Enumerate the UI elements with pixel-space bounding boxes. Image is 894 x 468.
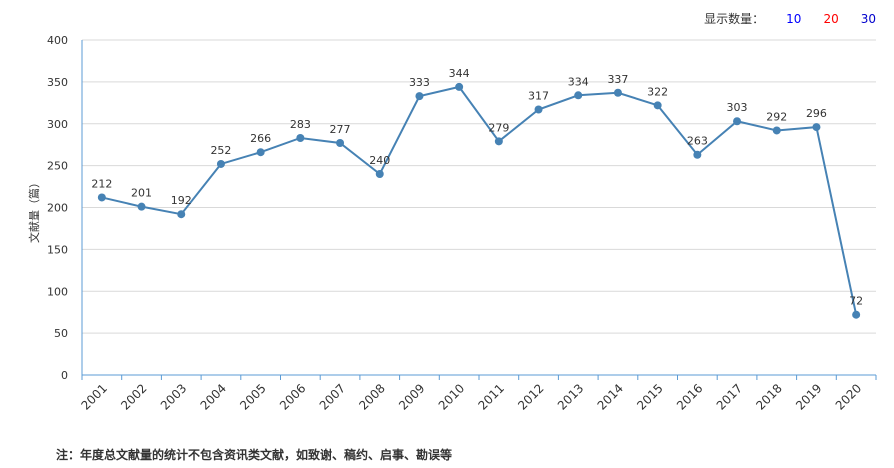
x-tick-label: 2005 bbox=[237, 381, 268, 412]
data-point[interactable] bbox=[177, 210, 186, 219]
data-label: 252 bbox=[210, 144, 231, 157]
data-label: 212 bbox=[91, 177, 112, 190]
x-tick-label: 2020 bbox=[833, 381, 864, 412]
display-count-selector: 显示数量： 10 20 30 bbox=[704, 10, 876, 27]
data-point[interactable] bbox=[772, 126, 781, 135]
data-point[interactable] bbox=[812, 123, 821, 132]
data-label: 283 bbox=[290, 118, 311, 131]
data-label: 240 bbox=[369, 154, 390, 167]
data-point[interactable] bbox=[613, 88, 622, 97]
data-label: 277 bbox=[330, 123, 351, 136]
x-tick-label: 2002 bbox=[118, 381, 149, 412]
data-label: 201 bbox=[131, 187, 152, 200]
data-point[interactable] bbox=[653, 101, 662, 110]
x-tick-label: 2004 bbox=[198, 381, 229, 412]
x-tick-label: 2006 bbox=[277, 381, 308, 412]
data-label: 303 bbox=[727, 101, 748, 114]
series-polyline bbox=[101, 85, 858, 315]
data-point[interactable] bbox=[375, 170, 384, 178]
x-tick-label: 2007 bbox=[317, 381, 348, 412]
y-tick-label: 100 bbox=[47, 285, 68, 298]
data-label: 192 bbox=[171, 194, 192, 207]
display-count-option-10[interactable]: 10 bbox=[786, 11, 802, 26]
data-label: 279 bbox=[488, 121, 509, 134]
x-tick-label: 2019 bbox=[793, 381, 824, 412]
x-tick-label: 2014 bbox=[595, 381, 626, 412]
data-point[interactable] bbox=[534, 105, 543, 114]
series-line bbox=[101, 85, 858, 315]
data-point[interactable] bbox=[852, 310, 861, 319]
data-label: 292 bbox=[766, 110, 787, 123]
data-point[interactable] bbox=[97, 193, 106, 202]
data-label: 72 bbox=[849, 295, 863, 308]
data-point[interactable] bbox=[415, 92, 424, 101]
x-axis-ticks: 2001 2002 2003 2004 2005 2006 2007 2008 2009 2010… bbox=[78, 375, 877, 413]
x-tick-label: 2015 bbox=[634, 381, 665, 412]
y-axis-ticks: 0 50 100 150 200 250 300 350 400 bbox=[47, 34, 68, 382]
data-label: 333 bbox=[409, 76, 430, 89]
grid-lines bbox=[82, 39, 876, 334]
data-label: 317 bbox=[528, 90, 549, 103]
y-tick-label: 50 bbox=[54, 327, 68, 340]
y-tick-label: 350 bbox=[47, 76, 68, 89]
x-tick-label: 2017 bbox=[714, 381, 745, 412]
data-point[interactable] bbox=[256, 148, 265, 157]
x-tick-label: 2013 bbox=[555, 381, 586, 412]
data-label: 266 bbox=[250, 132, 271, 145]
data-label: 337 bbox=[607, 73, 628, 86]
x-tick-label: 2009 bbox=[396, 381, 427, 412]
display-count-option-20[interactable]: 20 bbox=[823, 11, 839, 26]
data-point[interactable] bbox=[455, 82, 464, 91]
y-tick-label: 250 bbox=[47, 160, 68, 173]
y-tick-label: 300 bbox=[47, 118, 68, 131]
data-label: 296 bbox=[806, 107, 827, 120]
x-tick-label: 2001 bbox=[78, 381, 109, 412]
display-count-option-30[interactable]: 30 bbox=[860, 11, 876, 26]
x-tick-label: 2003 bbox=[158, 381, 189, 412]
data-point[interactable] bbox=[137, 202, 146, 211]
x-tick-label: 2012 bbox=[515, 381, 546, 412]
data-point[interactable] bbox=[494, 137, 503, 146]
y-tick-label: 400 bbox=[47, 34, 68, 47]
x-tick-label: 2016 bbox=[674, 381, 705, 412]
data-labels: 212 201 192 252 266 283 277 240 333 344 279 317 334 3… bbox=[91, 67, 863, 308]
data-point[interactable] bbox=[216, 159, 225, 168]
data-point[interactable] bbox=[336, 139, 345, 148]
data-point[interactable] bbox=[296, 133, 305, 142]
data-label: 263 bbox=[687, 135, 708, 148]
y-tick-label: 0 bbox=[61, 369, 68, 382]
data-label: 322 bbox=[647, 85, 668, 98]
x-tick-label: 2011 bbox=[475, 381, 506, 412]
display-count-label: 显示数量： bbox=[704, 12, 765, 26]
data-label: 334 bbox=[568, 75, 589, 88]
data-point[interactable] bbox=[574, 91, 583, 100]
x-tick-label: 2018 bbox=[753, 381, 784, 412]
data-point[interactable] bbox=[693, 150, 702, 159]
x-tick-label: 2010 bbox=[436, 381, 467, 412]
data-point[interactable] bbox=[733, 117, 742, 126]
y-tick-label: 150 bbox=[47, 243, 68, 256]
data-points bbox=[97, 82, 861, 319]
x-tick-label: 2008 bbox=[356, 381, 387, 412]
footnote: 注：年度总文献量的统计不包含资讯类文献，如致谢、稿约、启事、勘误等 bbox=[56, 448, 453, 462]
data-label: 344 bbox=[449, 67, 470, 80]
y-tick-label: 200 bbox=[47, 202, 68, 215]
y-axis-label: 文献量（篇） bbox=[27, 177, 41, 243]
